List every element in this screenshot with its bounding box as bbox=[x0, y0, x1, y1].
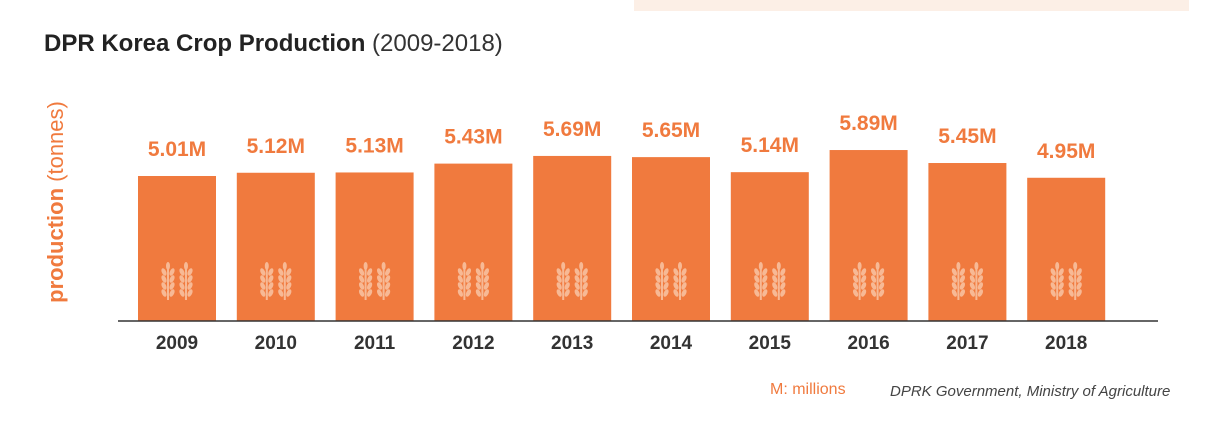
wheat-icon bbox=[556, 262, 588, 300]
chart-subtitle: (2009-2018) bbox=[372, 30, 503, 57]
bar bbox=[236, 172, 315, 321]
data-label: 5.43M bbox=[444, 126, 502, 149]
data-label: 5.12M bbox=[247, 135, 305, 158]
data-label: 5.69M bbox=[543, 118, 601, 141]
bar bbox=[730, 172, 809, 321]
data-label: 5.65M bbox=[642, 119, 700, 142]
x-tick-label: 2015 bbox=[749, 333, 792, 354]
bar bbox=[1027, 177, 1106, 321]
wheat-icon bbox=[161, 262, 193, 300]
bar bbox=[829, 150, 908, 321]
wheat-icon bbox=[655, 262, 687, 300]
bar bbox=[335, 172, 414, 321]
data-label: 4.95M bbox=[1037, 140, 1095, 163]
chart-title: DPR Korea Crop Production (2009-2018) bbox=[44, 30, 503, 58]
data-label: 5.45M bbox=[938, 125, 996, 148]
wheat-icon bbox=[260, 262, 292, 300]
wheat-icon bbox=[457, 262, 490, 300]
top-panel bbox=[634, 0, 1189, 11]
x-tick-label: 2018 bbox=[1045, 333, 1087, 354]
data-label: 5.89M bbox=[839, 112, 897, 135]
data-label: 5.13M bbox=[345, 134, 403, 157]
x-tick-label: 2012 bbox=[452, 333, 494, 354]
bar bbox=[533, 155, 612, 321]
bar bbox=[434, 163, 513, 321]
wheat-icon bbox=[951, 262, 984, 300]
units-note: M: millions bbox=[770, 381, 846, 398]
source-credit: DPRK Government, Ministry of Agriculture bbox=[890, 383, 1171, 400]
wheat-icon bbox=[1050, 262, 1082, 300]
x-tick-label: 2014 bbox=[650, 333, 693, 354]
x-tick-label: 2016 bbox=[847, 333, 889, 354]
data-label: 5.01M bbox=[148, 138, 206, 161]
chart-title-main: DPR Korea Crop Production bbox=[44, 30, 366, 57]
wheat-icon bbox=[754, 262, 786, 300]
footnote-cutoff bbox=[0, 426, 1214, 434]
bar bbox=[928, 163, 1007, 321]
bar bbox=[632, 157, 710, 321]
x-tick-label: 2011 bbox=[354, 333, 396, 354]
x-tick-label: 2017 bbox=[946, 333, 988, 354]
wheat-icon bbox=[852, 262, 885, 300]
bar bbox=[138, 176, 216, 321]
data-label: 5.14M bbox=[741, 134, 799, 157]
wheat-icon bbox=[358, 262, 391, 300]
x-tick-label: 2010 bbox=[255, 333, 297, 354]
x-tick-label: 2013 bbox=[551, 333, 593, 354]
x-tick-label: 2009 bbox=[156, 333, 198, 354]
